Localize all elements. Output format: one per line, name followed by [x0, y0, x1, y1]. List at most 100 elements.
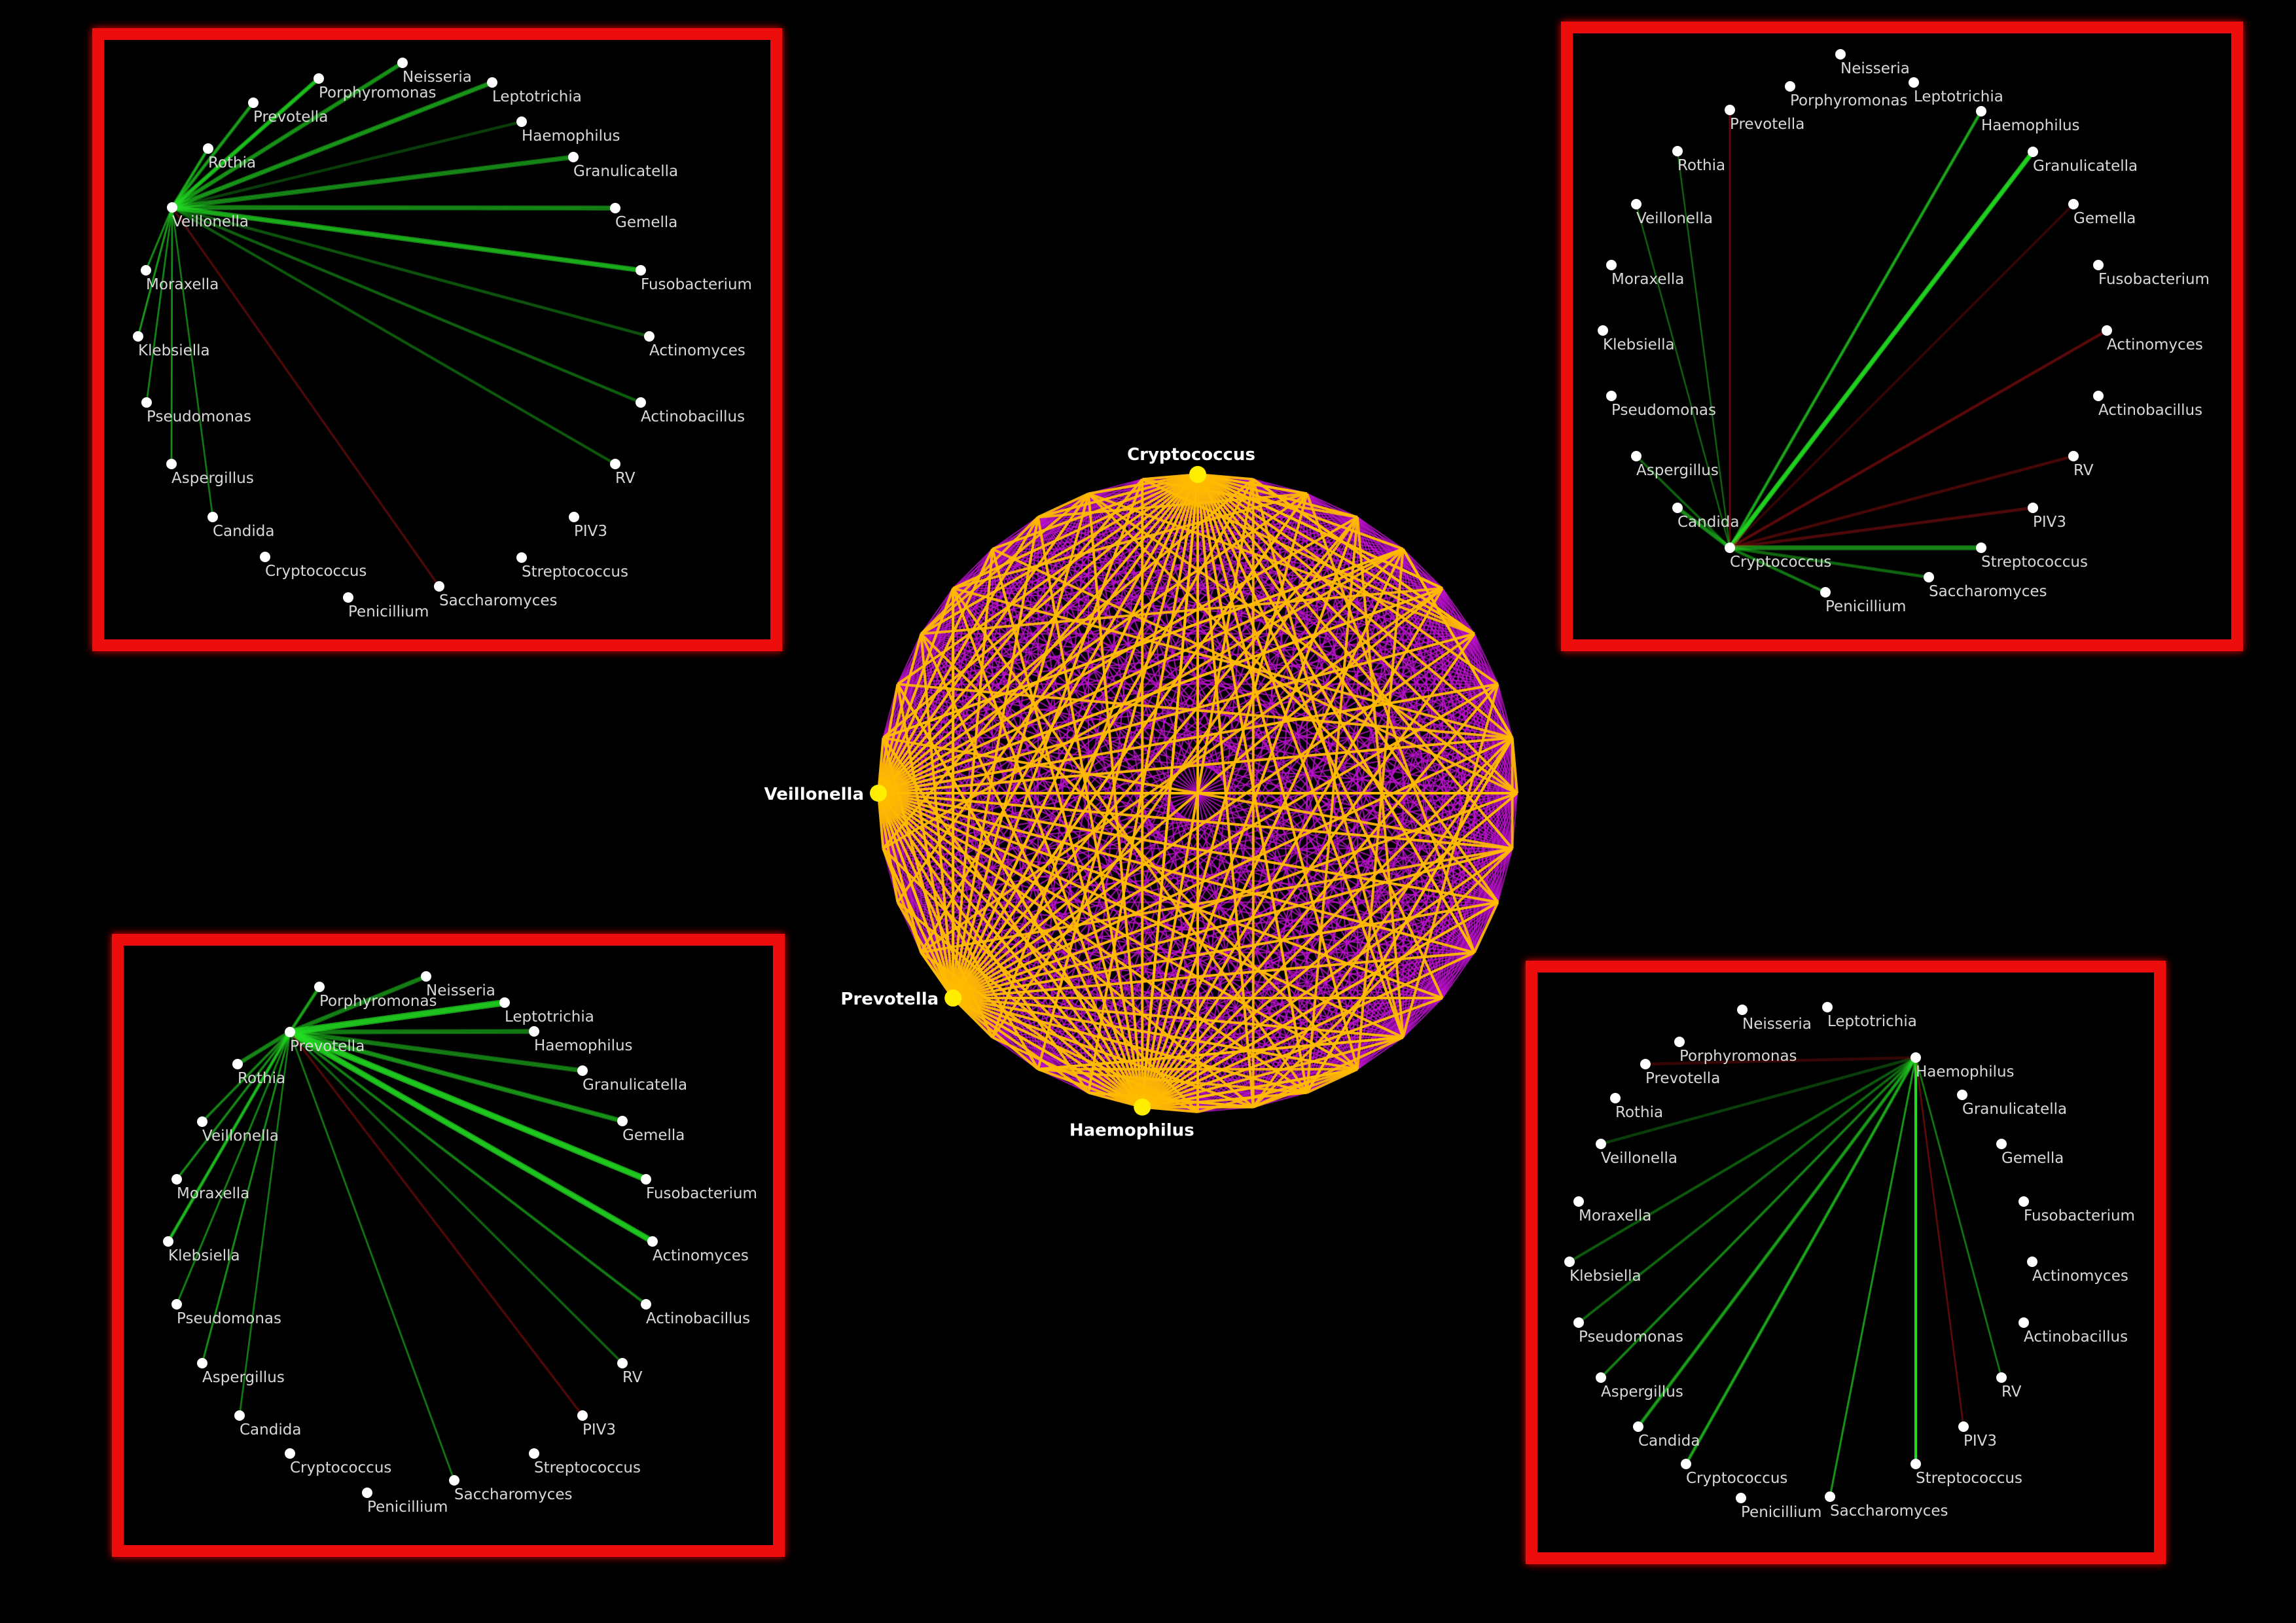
node-label-streptococcus: Streptococcus	[534, 1459, 641, 1476]
node-rothia	[232, 1059, 243, 1069]
central-edge	[1037, 516, 1475, 954]
central-highlight-edge	[952, 478, 1144, 999]
central-highlight-edge	[1037, 1036, 1403, 1071]
node-label-saccharomyces: Saccharomyces	[1830, 1503, 1948, 1520]
node-label-moraxella: Moraxella	[177, 1185, 249, 1202]
node-label-porphyromonas: Porphyromonas	[319, 993, 437, 1010]
edge-prevotella-veillonella	[201, 1032, 291, 1124]
edge-haemophilus-aspergillus	[1600, 1058, 1917, 1380]
node-label-leptotrichia: Leptotrichia	[1914, 88, 2003, 105]
edge-prevotella-candida	[238, 1031, 291, 1416]
central-highlight-edge	[877, 478, 1143, 794]
node-label-fusobacterium: Fusobacterium	[641, 276, 752, 293]
node-label-leptotrichia: Leptotrichia	[1827, 1013, 1917, 1030]
central-highlight-edge	[1196, 473, 1476, 954]
node-fusobacterium	[2018, 1196, 2029, 1207]
central-highlight-edge	[952, 516, 1359, 999]
node-neisseria	[1737, 1005, 1748, 1015]
edge-prevotella-actinomyces	[289, 1031, 653, 1243]
node-label-actinobacillus: Actinobacillus	[646, 1310, 750, 1327]
node-label-rothia: Rothia	[1615, 1104, 1663, 1121]
node-label-piv3: PIV3	[583, 1421, 616, 1438]
node-label-candida: Candida	[1638, 1433, 1700, 1450]
edge-haemophilus-klebsiella	[1569, 1057, 1916, 1264]
edge-veillonella-rv	[171, 207, 616, 466]
central-highlight-edge	[878, 792, 1513, 850]
central-highlight-edge	[877, 588, 955, 794]
edge-cryptococcus-actinomyces	[1729, 329, 2108, 548]
node-candida	[1672, 503, 1683, 513]
edge-haemophilus-veillonella	[1600, 1056, 1916, 1145]
edge-haemophilus-klebsiella	[1569, 1056, 1916, 1262]
node-label-haemophilus: Haemophilus	[522, 128, 620, 145]
node-aspergillus	[197, 1358, 207, 1368]
node-rv	[617, 1358, 628, 1368]
node-porphyromonas	[1785, 81, 1795, 92]
hub-label-haemophilus: Haemophilus	[1069, 1121, 1194, 1141]
central-highlight-edge	[878, 792, 1475, 954]
node-saccharomyces	[434, 581, 444, 592]
central-highlight-edge	[1401, 683, 1499, 1038]
central-edge	[1497, 684, 1513, 738]
node-haemophilus	[516, 116, 527, 127]
central-edge	[1088, 493, 1404, 1038]
central-highlight-edge	[991, 548, 1144, 1108]
central-highlight-edge	[1141, 493, 1308, 1108]
central-highlight-edge	[1473, 901, 1499, 954]
node-label-rv: RV	[615, 470, 636, 487]
node-label-saccharomyces: Saccharomyces	[1929, 583, 2047, 600]
edge-cryptococcus-actinomyces	[1729, 330, 2108, 550]
edge-prevotella-fusobacterium	[289, 1030, 647, 1180]
edge-prevotella-rothia	[237, 1029, 291, 1064]
edge-prevotella-actinobacillus	[289, 1030, 647, 1305]
edge-prevotella-haemophilus	[289, 1030, 535, 1033]
central-highlight-edge	[952, 473, 1198, 590]
node-label-moraxella: Moraxella	[1579, 1207, 1651, 1224]
central-edge	[921, 633, 1513, 849]
edge-haemophilus-veillonella	[1600, 1057, 1916, 1146]
node-label-granulicatella: Granulicatella	[573, 163, 678, 180]
node-streptococcus	[516, 552, 527, 563]
edge-prevotella-fusobacterium	[289, 1028, 647, 1179]
node-cryptococcus	[1725, 543, 1735, 553]
node-label-gemella: Gemella	[615, 214, 677, 231]
edge-veillonella-haemophilus	[171, 120, 522, 208]
edge-haemophilus-candida	[1637, 1057, 1917, 1427]
node-haemophilus	[1976, 106, 1986, 116]
central-highlight-edge	[952, 632, 1475, 999]
central-highlight-edge	[882, 548, 1404, 740]
node-label-actinomyces: Actinomyces	[2107, 336, 2203, 353]
edge-prevotella-actinomyces	[289, 1029, 653, 1241]
node-rv	[1996, 1372, 2007, 1383]
edge-veillonella-klebsiella	[137, 206, 173, 336]
node-label-haemophilus: Haemophilus	[534, 1037, 633, 1054]
central-highlight-edge	[896, 684, 955, 999]
edge-prevotella-granulicatella	[289, 1031, 583, 1072]
central-edge	[952, 516, 1039, 589]
edge-prevotella-porphyromonas	[289, 984, 321, 1031]
edge-veillonella-leptotrichia	[171, 80, 493, 207]
edge-haemophilus-candida	[1637, 1058, 1917, 1429]
edge-cryptococcus-veillonella	[1635, 203, 1731, 548]
node-gemella	[1996, 1139, 2007, 1149]
central-highlight-edge	[952, 997, 1308, 1094]
hub-label-cryptococcus: Cryptococcus	[1127, 445, 1255, 465]
edge-cryptococcus-haemophilus	[1729, 109, 1982, 547]
node-label-klebsiella: Klebsiella	[1603, 336, 1675, 353]
edge-veillonella-candida	[171, 207, 214, 518]
central-edge	[1306, 493, 1358, 518]
central-highlight-edge	[1037, 473, 1198, 519]
central-highlight-edge	[877, 793, 923, 954]
node-veillonella	[197, 1116, 207, 1127]
node-label-candida: Candida	[240, 1421, 301, 1438]
central-edge	[1441, 952, 1475, 999]
edge-haemophilus-saccharomyces	[1829, 1058, 1917, 1498]
central-highlight-edge	[952, 997, 1143, 1109]
edge-prevotella-candida	[238, 1032, 291, 1417]
central-highlight-edge	[1087, 492, 1499, 903]
central-highlight-edge	[1306, 493, 1476, 954]
node-label-haemophilus: Haemophilus	[1916, 1063, 2015, 1080]
node-fusobacterium	[641, 1174, 651, 1185]
node-neisseria	[421, 971, 431, 982]
